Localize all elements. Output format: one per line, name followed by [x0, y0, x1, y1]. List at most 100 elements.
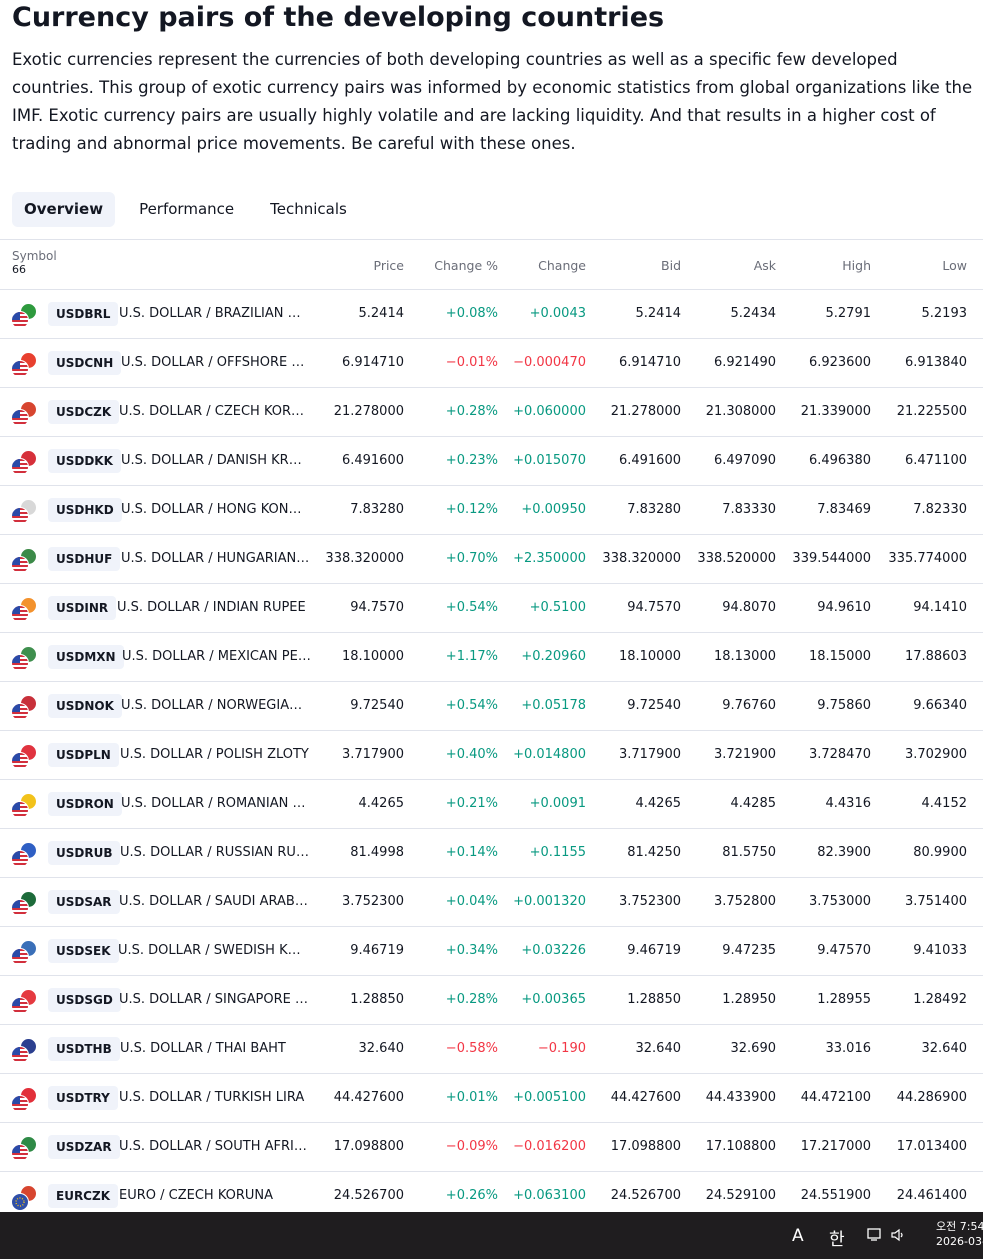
high-cell: 7.83469: [817, 502, 871, 517]
high-column-header[interactable]: High: [842, 258, 871, 273]
table-row[interactable]: USDBRL U.S. DOLLAR / BRAZILIAN REAL 5.2414…: [0, 290, 983, 339]
ticker-symbol[interactable]: EURCZK: [48, 1184, 118, 1208]
ticker-symbol[interactable]: USDSEK: [48, 939, 119, 963]
tab-performance[interactable]: Performance: [139, 200, 235, 218]
ticker-symbol[interactable]: USDBRL: [48, 302, 119, 326]
base-currency-flag-icon: [11, 703, 29, 721]
pair-name[interactable]: U.S. DOLLAR / SWEDISH KRONA: [118, 943, 308, 958]
change-cell: +0.015070: [513, 453, 586, 468]
change-cell: +0.0091: [529, 796, 586, 811]
pair-name[interactable]: U.S. DOLLAR / MEXICAN PESO: [122, 649, 312, 664]
ticker-symbol[interactable]: USDCZK: [48, 400, 120, 424]
low-cell: 94.1410: [913, 600, 967, 615]
pair-name[interactable]: U.S. DOLLAR / HONG KONG DOLLAR: [121, 502, 311, 517]
ask-cell: 18.13000: [713, 649, 776, 664]
ticker-symbol[interactable]: USDCNH: [48, 351, 122, 375]
tab-overview[interactable]: Overview: [12, 192, 116, 227]
table-row[interactable]: USDRUB U.S. DOLLAR / RUSSIAN RUBLE 81.4998…: [0, 829, 983, 878]
table-row[interactable]: USDDKK U.S. DOLLAR / DANISH KRONE 6.491600…: [0, 437, 983, 486]
table-row[interactable]: USDTRY U.S. DOLLAR / TURKISH LIRA 44.42760…: [0, 1074, 983, 1123]
table-row[interactable]: USDPLN U.S. DOLLAR / POLISH ZLOTY 3.717900…: [0, 731, 983, 780]
pair-name[interactable]: U.S. DOLLAR / NORWEGIAN KRONE: [121, 698, 311, 713]
network-icon[interactable]: [866, 1227, 884, 1243]
table-row[interactable]: USDSEK U.S. DOLLAR / SWEDISH KRONA 9.46719…: [0, 927, 983, 976]
pair-name[interactable]: U.S. DOLLAR / INDIAN RUPEE: [117, 600, 306, 615]
base-currency-flag-icon: [11, 948, 29, 966]
change-cell: +0.060000: [513, 404, 586, 419]
pair-name[interactable]: U.S. DOLLAR / SINGAPORE DOLLAR: [119, 992, 309, 1007]
table-row[interactable]: USDINR U.S. DOLLAR / INDIAN RUPEE 94.7570 +…: [0, 584, 983, 633]
ticker-symbol[interactable]: USDSGD: [48, 988, 121, 1012]
table-row[interactable]: USDMXN U.S. DOLLAR / MEXICAN PESO 18.10000…: [0, 633, 983, 682]
ime-mode-indicator[interactable]: A: [792, 1226, 804, 1246]
ticker-symbol[interactable]: USDHUF: [48, 547, 121, 571]
ticker-symbol[interactable]: USDTRY: [48, 1086, 118, 1110]
base-currency-flag-icon: [11, 1095, 29, 1113]
symbol-column-header[interactable]: Symbol 66: [12, 249, 57, 277]
currency-flag-icon: [11, 303, 37, 329]
low-cell: 24.461400: [896, 1188, 967, 1203]
pair-name[interactable]: U.S. DOLLAR / SAUDI ARABIAN RIYAL: [119, 894, 309, 909]
currency-flag-icon: [11, 695, 37, 721]
table-row[interactable]: USDCZK U.S. DOLLAR / CZECH KORUNA 21.27800…: [0, 388, 983, 437]
ticker-symbol[interactable]: USDMXN: [48, 645, 124, 669]
ticker-symbol[interactable]: USDINR: [48, 596, 117, 620]
pair-name[interactable]: U.S. DOLLAR / SOUTH AFRICAN RAND: [119, 1139, 309, 1154]
pair-name[interactable]: U.S. DOLLAR / TURKISH LIRA: [119, 1090, 305, 1105]
pair-name[interactable]: U.S. DOLLAR / BRAZILIAN REAL: [119, 306, 309, 321]
ticker-symbol[interactable]: USDNOK: [48, 694, 122, 718]
high-cell: 44.472100: [800, 1090, 871, 1105]
table-row[interactable]: USDRON U.S. DOLLAR / ROMANIAN LEU 4.4265 +0…: [0, 780, 983, 829]
table-row[interactable]: USDTHB U.S. DOLLAR / THAI BAHT 32.640 −0.58…: [0, 1025, 983, 1074]
bid-column-header[interactable]: Bid: [661, 258, 681, 273]
pair-name[interactable]: U.S. DOLLAR / RUSSIAN RUBLE: [120, 845, 310, 860]
pair-name[interactable]: U.S. DOLLAR / DANISH KRONE: [121, 453, 311, 468]
ticker-symbol[interactable]: USDRUB: [48, 841, 121, 865]
price-column-header[interactable]: Price: [373, 258, 405, 273]
symbol-count: 66: [12, 263, 26, 276]
ticker-symbol[interactable]: USDDKK: [48, 449, 121, 473]
currency-flag-icon: [11, 499, 37, 525]
pair-name[interactable]: U.S. DOLLAR / HUNGARIAN FORINT: [121, 551, 311, 566]
high-cell: 9.75860: [817, 698, 871, 713]
ask-column-header[interactable]: Ask: [753, 258, 776, 273]
pair-name[interactable]: U.S. DOLLAR / CZECH KORUNA: [119, 404, 309, 419]
pair-name[interactable]: U.S. DOLLAR / OFFSHORE CHINESE YUAN: [121, 355, 311, 370]
change-pct-column-header[interactable]: Change %: [434, 258, 498, 273]
ticker-symbol[interactable]: USDRON: [48, 792, 122, 816]
currency-flag-icon: [11, 940, 37, 966]
pair-name[interactable]: U.S. DOLLAR / POLISH ZLOTY: [120, 747, 309, 762]
price-cell: 94.7570: [350, 600, 404, 615]
tab-technicals[interactable]: Technicals: [270, 200, 347, 218]
ticker-symbol[interactable]: USDSAR: [48, 890, 120, 914]
ask-cell: 3.721900: [713, 747, 776, 762]
volume-icon[interactable]: [890, 1227, 908, 1243]
pair-name[interactable]: EURO / CZECH KORUNA: [119, 1188, 274, 1203]
change-cell: −0.190: [537, 1041, 586, 1056]
low-column-header[interactable]: Low: [942, 258, 967, 273]
ticker-symbol[interactable]: USDHKD: [48, 498, 122, 522]
price-cell: 3.752300: [341, 894, 404, 909]
ticker-symbol[interactable]: USDPLN: [48, 743, 119, 767]
system-clock[interactable]: 오전 7:54 2026-03-28: [936, 1219, 983, 1249]
change-pct-cell: +0.21%: [445, 796, 498, 811]
clock-time: 오전 7:54: [936, 1220, 983, 1233]
low-cell: 1.28492: [913, 992, 967, 1007]
change-column-header[interactable]: Change: [538, 258, 586, 273]
ticker-symbol[interactable]: USDTHB: [48, 1037, 120, 1061]
price-cell: 18.10000: [341, 649, 404, 664]
ticker-symbol[interactable]: USDZAR: [48, 1135, 120, 1159]
change-cell: +0.05178: [521, 698, 586, 713]
ime-hangul-indicator[interactable]: 한: [829, 1230, 845, 1250]
low-cell: 4.4152: [921, 796, 968, 811]
pair-name[interactable]: U.S. DOLLAR / THAI BAHT: [120, 1041, 286, 1056]
pair-name[interactable]: U.S. DOLLAR / ROMANIAN LEU: [121, 796, 311, 811]
currency-flag-icon: [11, 597, 37, 623]
